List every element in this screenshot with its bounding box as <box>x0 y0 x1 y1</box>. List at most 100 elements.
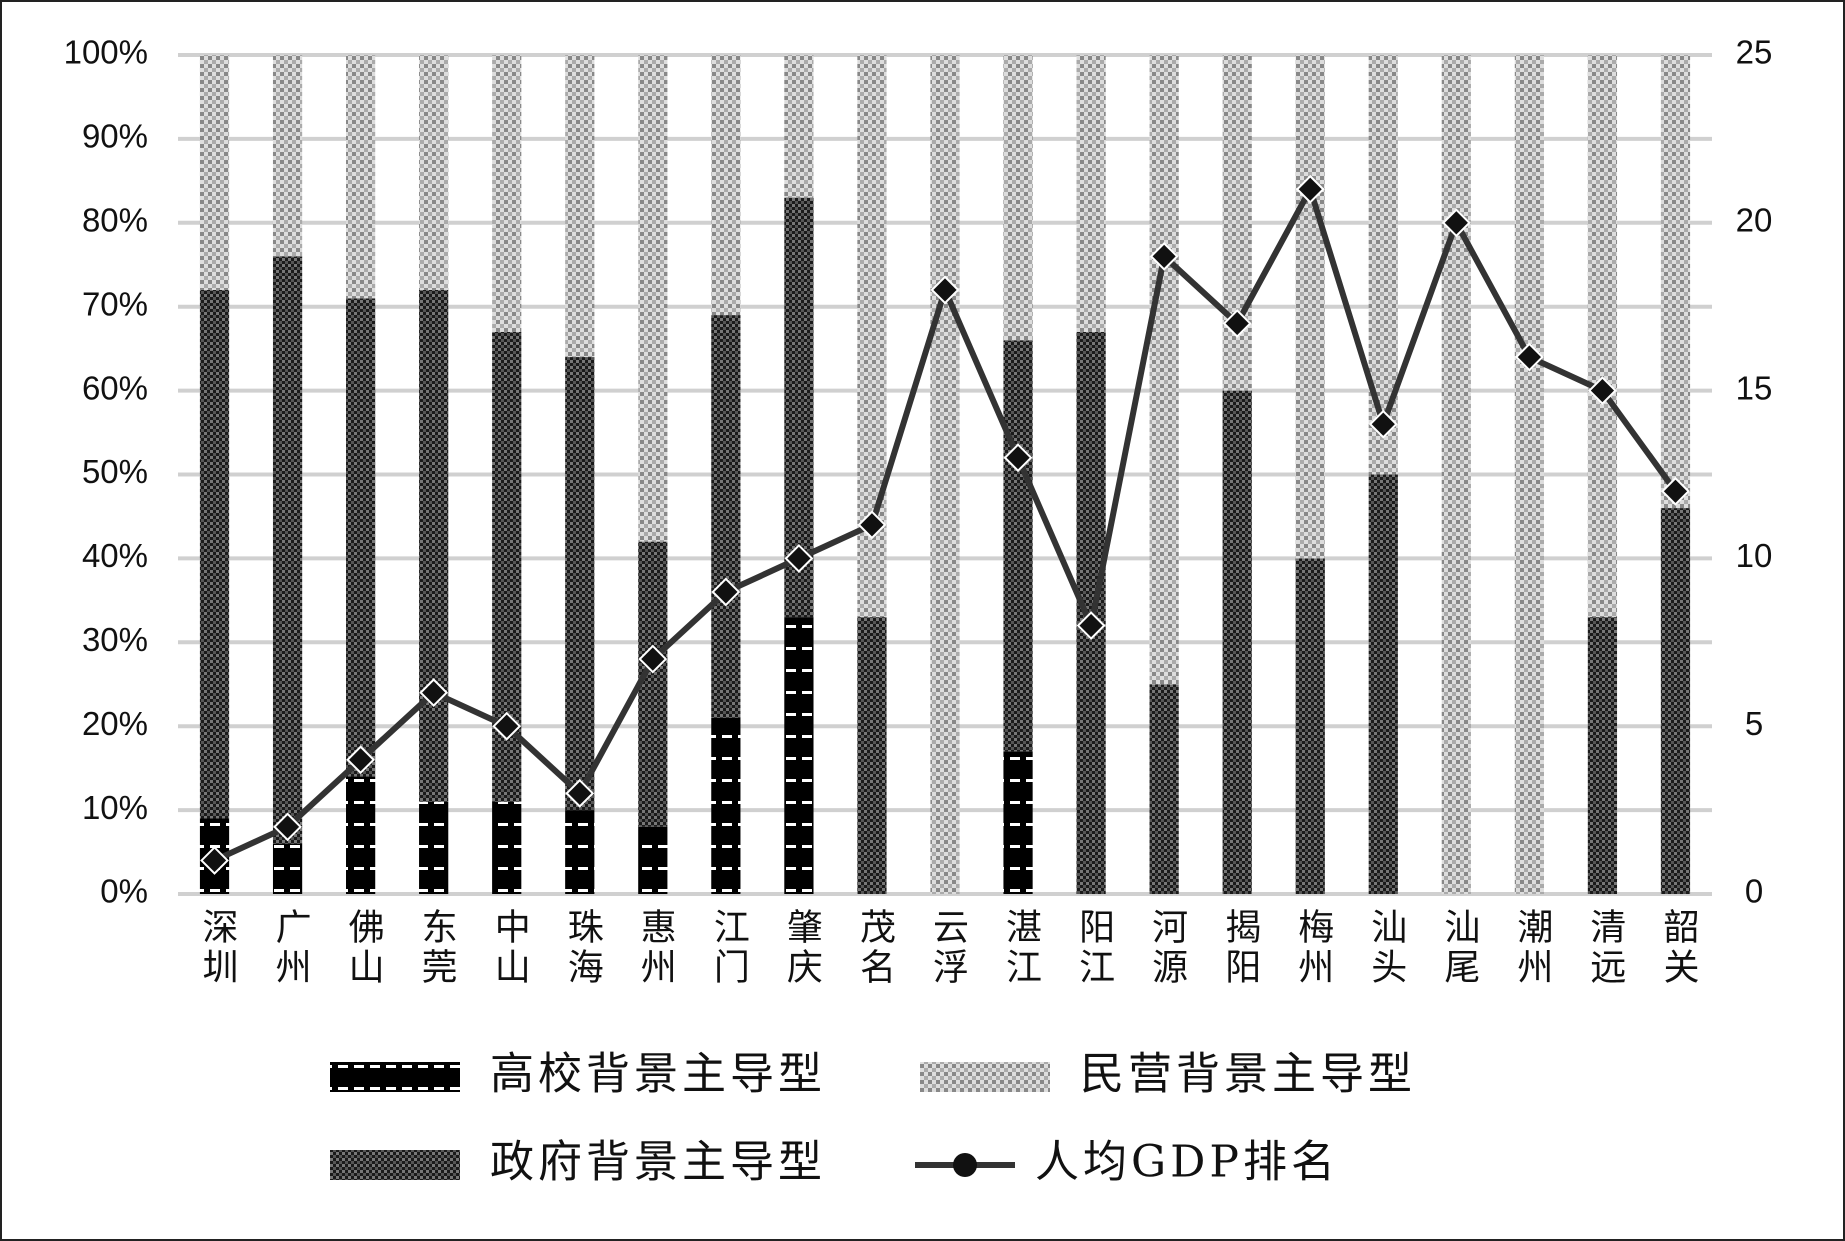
y2-tick-label: 20 <box>1736 202 1773 239</box>
y-tick-label: 100% <box>64 34 148 71</box>
legend-swatch <box>920 1062 1050 1092</box>
y2-tick-label: 5 <box>1745 705 1763 742</box>
bar-segment <box>1149 55 1179 685</box>
line-marker <box>638 644 668 674</box>
x-tick-label: 揭阳 <box>1219 908 1260 988</box>
bar-segment <box>419 55 449 290</box>
bar-segment <box>1003 55 1033 341</box>
legend-label: 人均GDP排名 <box>1035 1137 1339 1188</box>
bar-segment <box>1368 474 1398 894</box>
bar-segment <box>565 810 595 894</box>
bar-segment <box>784 617 814 894</box>
bar-segment <box>492 801 522 894</box>
bar-segment <box>199 55 230 290</box>
line-marker <box>1149 241 1179 271</box>
bar-segment <box>346 776 376 894</box>
bar-segment <box>1003 751 1033 894</box>
x-tick-label: 肇庆 <box>781 908 822 988</box>
x-tick-label: 佛山 <box>343 908 385 988</box>
y2-tick-label: 0 <box>1745 873 1763 910</box>
bar-segment <box>346 55 376 299</box>
x-tick-label: 东莞 <box>416 908 457 988</box>
line-marker <box>1441 208 1471 238</box>
x-tick-label: 清远 <box>1584 908 1625 988</box>
line-marker <box>565 778 595 808</box>
x-tick-label: 惠州 <box>635 908 676 988</box>
bar-segment <box>272 55 303 257</box>
x-tick-label: 湛江 <box>1000 908 1041 988</box>
x-tick-label: 珠海 <box>562 908 603 988</box>
bar-segment <box>1222 55 1252 391</box>
x-tick-label: 茂名 <box>854 908 895 988</box>
x-tick-label: 深圳 <box>197 908 238 988</box>
bar-segment <box>638 826 668 894</box>
line-marker <box>1368 409 1398 439</box>
y-tick-label: 20% <box>82 705 148 742</box>
line-marker <box>711 577 741 607</box>
x-tick-label: 河源 <box>1146 908 1187 988</box>
y-tick-label: 60% <box>82 369 148 406</box>
bar-segment <box>1222 390 1252 894</box>
y2-tick-label: 25 <box>1736 34 1773 71</box>
x-tick-label: 阳江 <box>1073 908 1114 988</box>
bar-segment <box>638 55 668 542</box>
legend-label: 高校背景主导型 <box>490 1049 826 1100</box>
x-tick-label: 广州 <box>270 908 311 988</box>
legend-marker <box>953 1153 977 1177</box>
legend-swatch <box>330 1150 460 1180</box>
bar-segment <box>419 801 449 894</box>
x-tick-label: 云浮 <box>927 908 968 988</box>
x-tick-label: 江门 <box>708 908 749 988</box>
line-marker <box>1661 476 1690 506</box>
bar-segment <box>346 298 376 777</box>
bar-segment <box>1076 55 1106 332</box>
legend-label: 民营背景主导型 <box>1080 1049 1416 1100</box>
y-tick-label: 70% <box>82 285 148 322</box>
bar-segment <box>1441 55 1471 894</box>
line-marker <box>1003 443 1033 473</box>
line-marker <box>1295 174 1325 204</box>
bar-segment <box>784 55 814 198</box>
bar-segment <box>1514 55 1544 894</box>
bar-segment <box>1295 558 1325 894</box>
bar-segment <box>272 843 303 894</box>
x-tick-label: 中山 <box>489 908 530 988</box>
bar-segment <box>1003 340 1033 752</box>
y-tick-label: 30% <box>82 621 148 658</box>
bar-segment <box>565 55 595 358</box>
x-tick-label: 韶关 <box>1657 908 1698 988</box>
bar-segment <box>1149 684 1179 894</box>
line-marker <box>1588 376 1617 406</box>
y2-tick-label: 10 <box>1736 537 1773 574</box>
line-marker <box>1222 309 1252 338</box>
bar-segment <box>1660 55 1691 509</box>
bar-segment <box>565 357 595 811</box>
bar-segment <box>492 55 522 332</box>
line-marker <box>1514 342 1544 372</box>
bar-segment <box>1587 55 1618 618</box>
line-marker <box>857 510 887 540</box>
bar-segment <box>711 315 741 718</box>
x-tick-label: 潮州 <box>1511 908 1552 988</box>
bar-segment <box>272 256 303 844</box>
line-marker <box>1076 611 1106 640</box>
bar-segment <box>1660 508 1691 894</box>
bar-segment <box>711 717 741 894</box>
line-marker <box>930 275 960 305</box>
line-marker <box>200 846 229 875</box>
y-tick-label: 80% <box>82 202 148 239</box>
y-tick-label: 10% <box>82 789 148 826</box>
x-tick-label: 汕头 <box>1365 908 1406 988</box>
line-marker <box>273 812 302 842</box>
line-marker <box>784 543 814 573</box>
x-tick-label: 汕尾 <box>1438 908 1479 988</box>
bar-segment <box>638 541 668 827</box>
bar-segment <box>711 55 741 316</box>
line-marker <box>419 678 449 708</box>
bar-segment <box>1587 617 1618 894</box>
y-tick-label: 50% <box>82 453 148 490</box>
y2-tick-label: 15 <box>1736 369 1773 406</box>
bar-segment <box>419 289 449 802</box>
